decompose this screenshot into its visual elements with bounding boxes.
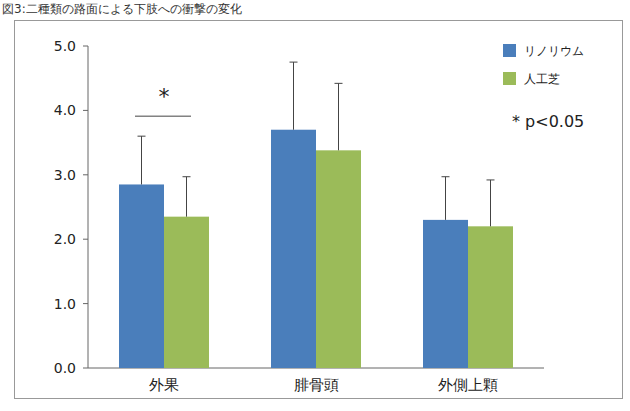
significance-line (135, 116, 191, 117)
error-bar (335, 83, 343, 150)
y-tick-label: 4.0 (54, 102, 76, 118)
y-axis (88, 46, 89, 368)
frame (15, 21, 623, 399)
error-line (490, 180, 491, 226)
bar (164, 217, 209, 368)
error-cap (442, 176, 450, 177)
y-tick-label: 1.0 (54, 296, 76, 312)
y-tick (83, 174, 88, 175)
y-tick (83, 46, 88, 47)
y-tick-label: 0.0 (54, 360, 76, 376)
note: * p<0.05 (512, 112, 584, 131)
bar (423, 220, 468, 368)
error-line (141, 136, 142, 184)
marks (119, 62, 513, 368)
x-tick-label: 外果 (149, 376, 179, 394)
error-cap (487, 179, 495, 180)
bar (271, 130, 316, 368)
y-tick-label: 2.0 (54, 231, 76, 247)
bar (468, 226, 513, 368)
y-tick (83, 239, 88, 240)
error-line (338, 83, 339, 150)
error-cap (335, 83, 343, 84)
legend-label: リノリウム (524, 44, 584, 58)
error-bar (183, 177, 191, 217)
error-bar (138, 136, 146, 184)
y-tick (83, 110, 88, 111)
error-line (293, 62, 294, 130)
x-tick-label: 外側上顆 (438, 376, 498, 394)
bar (316, 150, 361, 368)
y-tick-label: 5.0 (54, 38, 76, 54)
error-cap (138, 136, 146, 137)
title: 図3:二種類の路面による下肢への衝撃の変化 (2, 2, 242, 16)
error-bar (442, 177, 450, 220)
error-bar (290, 62, 298, 130)
y-tick (83, 303, 88, 304)
significance-mark: * (159, 84, 170, 109)
chart: 図3:二種類の路面による下肢への衝撃の変化 0.0 1.0 2.0 3.0 4.0 5.0 外… (0, 0, 630, 411)
x-tick-label: 腓骨頭 (294, 376, 339, 394)
error-bar (487, 180, 495, 226)
error-line (186, 177, 187, 217)
error-line (445, 177, 446, 220)
y-tick-label: 3.0 (54, 167, 76, 183)
legend-label: 人工芝 (524, 72, 560, 86)
legend-swatch (503, 72, 516, 85)
error-cap (183, 176, 191, 177)
y-tick (83, 368, 88, 369)
legend-swatch (503, 44, 516, 57)
error-cap (290, 62, 298, 63)
bar (119, 184, 164, 368)
